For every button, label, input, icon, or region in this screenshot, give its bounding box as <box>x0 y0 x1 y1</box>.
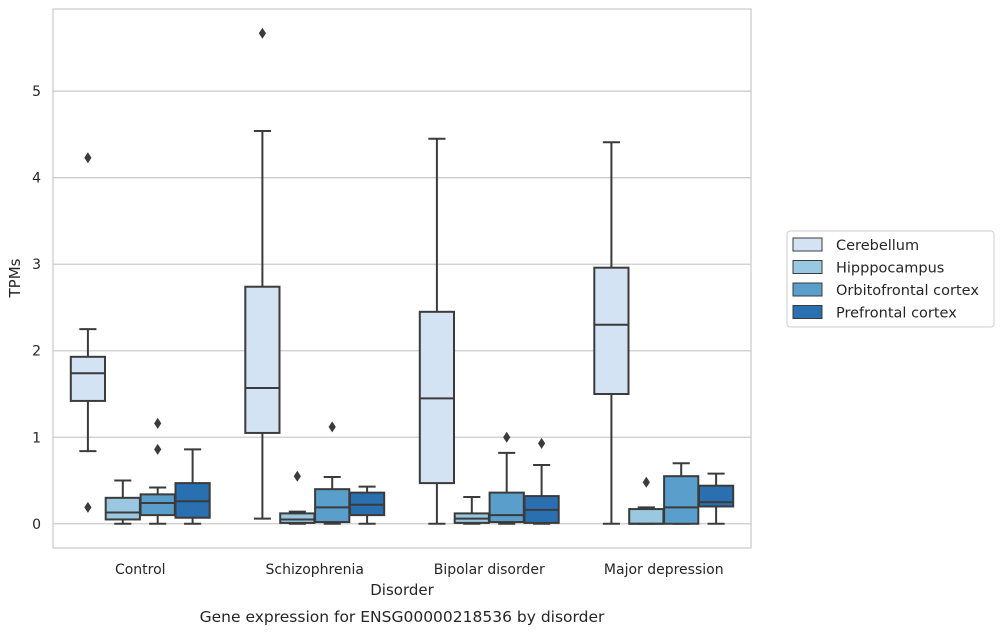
box-orbitofrontal-cortex <box>139 417 176 525</box>
x-tick-label: Control <box>115 562 166 578</box>
box-iqr <box>139 493 176 517</box>
y-tick-label: 1 <box>32 430 41 446</box>
outlier-point <box>84 501 92 513</box>
y-tick-label: 5 <box>32 84 41 100</box>
outlier-point <box>293 470 301 482</box>
x-tick-label: Major depression <box>604 562 724 578</box>
figure-caption: Gene expression for ENSG00000218536 by d… <box>200 608 605 626</box>
legend-swatch <box>792 237 823 252</box>
box-orbitofrontal-cortex <box>488 431 525 525</box>
box-iqr <box>697 484 735 508</box>
box-iqr <box>593 266 630 395</box>
x-axis-label: Disorder <box>370 581 434 599</box>
outlier-point <box>84 152 92 164</box>
outlier-point <box>538 437 546 449</box>
legend-swatch <box>792 282 823 297</box>
box-hipppocampus <box>279 470 316 525</box>
outlier-point <box>642 476 650 488</box>
box-iqr <box>104 496 141 521</box>
x-tick-label: Bipolar disorder <box>434 562 545 578</box>
outlier-point <box>503 431 511 443</box>
y-tick-label: 2 <box>32 344 41 360</box>
y-axis-label: TPMs <box>6 258 24 298</box>
box-iqr <box>244 285 281 434</box>
legend: Cerebellum Hipppocampus Orbitofrontal cort… <box>786 230 995 328</box>
box-iqr <box>69 355 107 402</box>
legend-item: Prefrontal cortex <box>792 305 957 322</box>
legend-label: Orbitofrontal cortex <box>836 283 979 299</box>
outlier-point <box>154 443 162 455</box>
y-tick-label: 0 <box>32 517 41 533</box>
legend-frame <box>786 230 995 328</box>
outlier-point <box>258 27 266 39</box>
box-orbitofrontal-cortex <box>314 421 351 525</box>
legend-swatch <box>792 305 823 319</box>
legend-label: Cerebellum <box>836 238 919 254</box>
plot-frame <box>52 8 752 549</box>
box-iqr <box>279 512 316 524</box>
outlier-point <box>154 417 162 429</box>
outlier-point <box>328 421 336 433</box>
legend-label: Prefrontal cortex <box>836 306 957 322</box>
legend-label: Hipppocampus <box>836 261 944 277</box>
box-hipppocampus <box>104 479 141 525</box>
box-iqr <box>663 475 700 525</box>
box-hipppocampus <box>453 495 490 525</box>
box-cerebellum <box>418 137 456 525</box>
box-cerebellum <box>593 141 630 525</box>
box-prefrontal-cortex <box>348 485 386 525</box>
legend-item: Hipppocampus <box>792 260 944 277</box>
y-tick-label: 4 <box>32 171 41 187</box>
box-prefrontal-cortex <box>174 448 211 525</box>
box-cerebellum <box>69 152 107 513</box>
legend-item: Orbitofrontal cortex <box>792 282 979 299</box>
box-iqr <box>314 488 351 524</box>
legend-item: Cerebellum <box>792 237 919 254</box>
box-iqr <box>628 508 665 525</box>
box-prefrontal-cortex <box>697 472 735 525</box>
box-prefrontal-cortex <box>523 437 560 525</box>
x-tick-label: Schizophrenia <box>266 562 364 578</box>
box-orbitofrontal-cortex <box>663 462 700 525</box>
y-tick-label: 3 <box>32 257 41 273</box>
legend-swatch <box>792 260 823 274</box>
box-cerebellum <box>244 27 281 520</box>
box-hipppocampus <box>628 476 665 525</box>
box-iqr <box>488 491 525 524</box>
